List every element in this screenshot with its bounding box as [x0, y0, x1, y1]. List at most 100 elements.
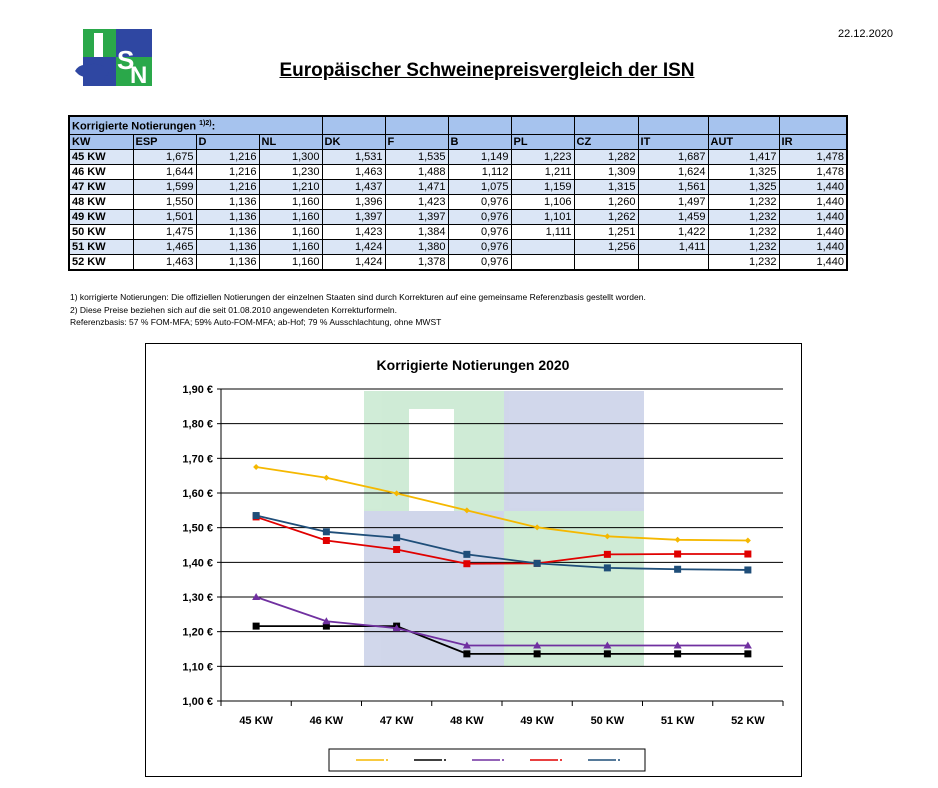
price-cell: 0,976: [447, 253, 512, 271]
data-point: [744, 650, 752, 658]
svg-text:N: N: [130, 62, 147, 86]
table-body: 45 KW 1,675 1,216 1,300 1,531 1,535 1,149 1,223…: [68, 148, 848, 271]
x-tick-label: 51 KW: [661, 715, 695, 727]
price-cell: 1,423: [321, 223, 386, 240]
data-point: [393, 490, 400, 497]
price-cell: 1,424: [321, 238, 386, 255]
column-header: IT: [637, 133, 709, 150]
price-cell: 1,465: [132, 238, 197, 255]
price-cell: 1,111: [510, 223, 575, 240]
price-cell: 1,300: [258, 148, 323, 165]
price-cell: 1,488: [384, 163, 449, 180]
data-point: [322, 622, 330, 630]
price-cell: 1,210: [258, 178, 323, 195]
table-row: 49 KW 1,501 1,136 1,160 1,397 1,397 0,976 1,101…: [68, 208, 848, 225]
price-cell: 1,230: [258, 163, 323, 180]
week-cell: 47 KW: [68, 178, 134, 195]
footnote-1: 1) korrigierte Notierungen: Die offiziel…: [70, 292, 646, 302]
report-date: 22.12.2020: [838, 28, 894, 40]
data-point: [743, 641, 752, 649]
legend-marker: [618, 759, 620, 761]
data-point: [604, 533, 611, 540]
price-cell: 1,262: [573, 208, 639, 225]
price-cell: 1,232: [707, 253, 780, 271]
week-cell: 46 KW: [68, 163, 134, 180]
isn-logo: S N: [75, 29, 152, 86]
price-cell: 1,112: [447, 163, 512, 180]
week-cell: 48 KW: [68, 193, 134, 210]
y-tick-label: 1,70 €: [182, 453, 213, 465]
table-row: 50 KW 1,475 1,136 1,160 1,423 1,384 0,976 1,111…: [68, 223, 848, 240]
data-point: [393, 534, 401, 542]
price-cell: 1,211: [510, 163, 575, 180]
price-cell: 1,251: [573, 223, 639, 240]
price-cell: 1,550: [132, 193, 197, 210]
x-tick-label: 50 KW: [591, 715, 625, 727]
watermark-block: [504, 391, 644, 511]
column-header: CZ: [573, 133, 639, 150]
data-point: [533, 650, 541, 658]
data-point: [252, 622, 260, 630]
data-point: [744, 537, 751, 544]
legend-marker: [502, 759, 504, 761]
price-cell: 1,315: [573, 178, 639, 195]
price-cell: 1,463: [132, 253, 197, 271]
data-point: [674, 536, 681, 543]
y-tick-label: 1,40 €: [182, 557, 213, 569]
data-point: [603, 550, 611, 558]
price-cell: 1,325: [707, 163, 780, 180]
price-cell: 0,976: [447, 193, 512, 210]
footnotes: 1) korrigierte Notierungen: Die offiziel…: [70, 291, 646, 329]
price-cell: 1,535: [384, 148, 449, 165]
y-tick-label: 1,10 €: [182, 661, 213, 673]
price-cell: 0,976: [447, 208, 512, 225]
y-tick-label: 1,80 €: [182, 419, 213, 431]
data-point: [252, 512, 260, 520]
column-header: DK: [321, 133, 386, 150]
price-cell: 1,325: [707, 178, 780, 195]
table-header-row: KW ESP D NL DK F B PL CZ IT AUT IR: [68, 133, 848, 150]
price-cell: 1,378: [384, 253, 449, 271]
column-header: F: [384, 133, 449, 150]
data-point: [253, 464, 260, 470]
price-cell: 1,437: [321, 178, 386, 195]
data-point: [603, 650, 611, 658]
column-header: NL: [258, 133, 323, 150]
price-cell: 1,501: [132, 208, 197, 225]
chart-title: Korrigierte Notierungen 2020: [377, 357, 570, 373]
data-point: [322, 617, 331, 625]
data-point: [252, 593, 261, 600]
price-cell: 1,309: [573, 163, 639, 180]
table-caption: Korrigierte Notierungen 1)2):: [68, 115, 323, 135]
price-cell: [510, 253, 575, 271]
y-tick-label: 1,00 €: [182, 696, 213, 708]
price-cell: 1,459: [637, 208, 709, 225]
column-header: D: [195, 133, 260, 150]
table-row: 52 KW 1,463 1,136 1,160 1,424 1,378 0,976 1,232…: [68, 253, 848, 271]
column-header: B: [447, 133, 512, 150]
price-cell: 1,440: [778, 223, 848, 240]
price-cell: 1,136: [195, 193, 260, 210]
data-point: [673, 641, 682, 649]
price-cell: 1,216: [195, 178, 260, 195]
price-cell: 1,160: [258, 223, 323, 240]
legend-marker: [444, 759, 446, 761]
price-cell: 1,440: [778, 238, 848, 255]
series-line: [256, 625, 748, 655]
caption-footnote-marker: 1)2): [199, 120, 212, 127]
svg-text:S: S: [117, 45, 134, 75]
column-header: KW: [68, 133, 134, 150]
price-cell: 1,384: [384, 223, 449, 240]
data-point: [603, 564, 611, 572]
footnote-2: 2) Diese Preise beziehen sich auf die se…: [70, 304, 397, 315]
price-table: Korrigierte Notierungen 1)2): KW ESP D NL DK…: [68, 115, 849, 271]
price-cell: 1,136: [195, 253, 260, 271]
y-tick-label: 1,60 €: [182, 488, 213, 500]
y-tick-label: 1,50 €: [182, 523, 213, 535]
data-point: [393, 546, 401, 554]
x-tick-label: 52 KW: [731, 715, 765, 727]
price-cell: 1,232: [707, 208, 780, 225]
price-cell: 1,497: [637, 193, 709, 210]
x-tick-label: 49 KW: [520, 715, 554, 727]
legend-marker: [560, 759, 562, 761]
